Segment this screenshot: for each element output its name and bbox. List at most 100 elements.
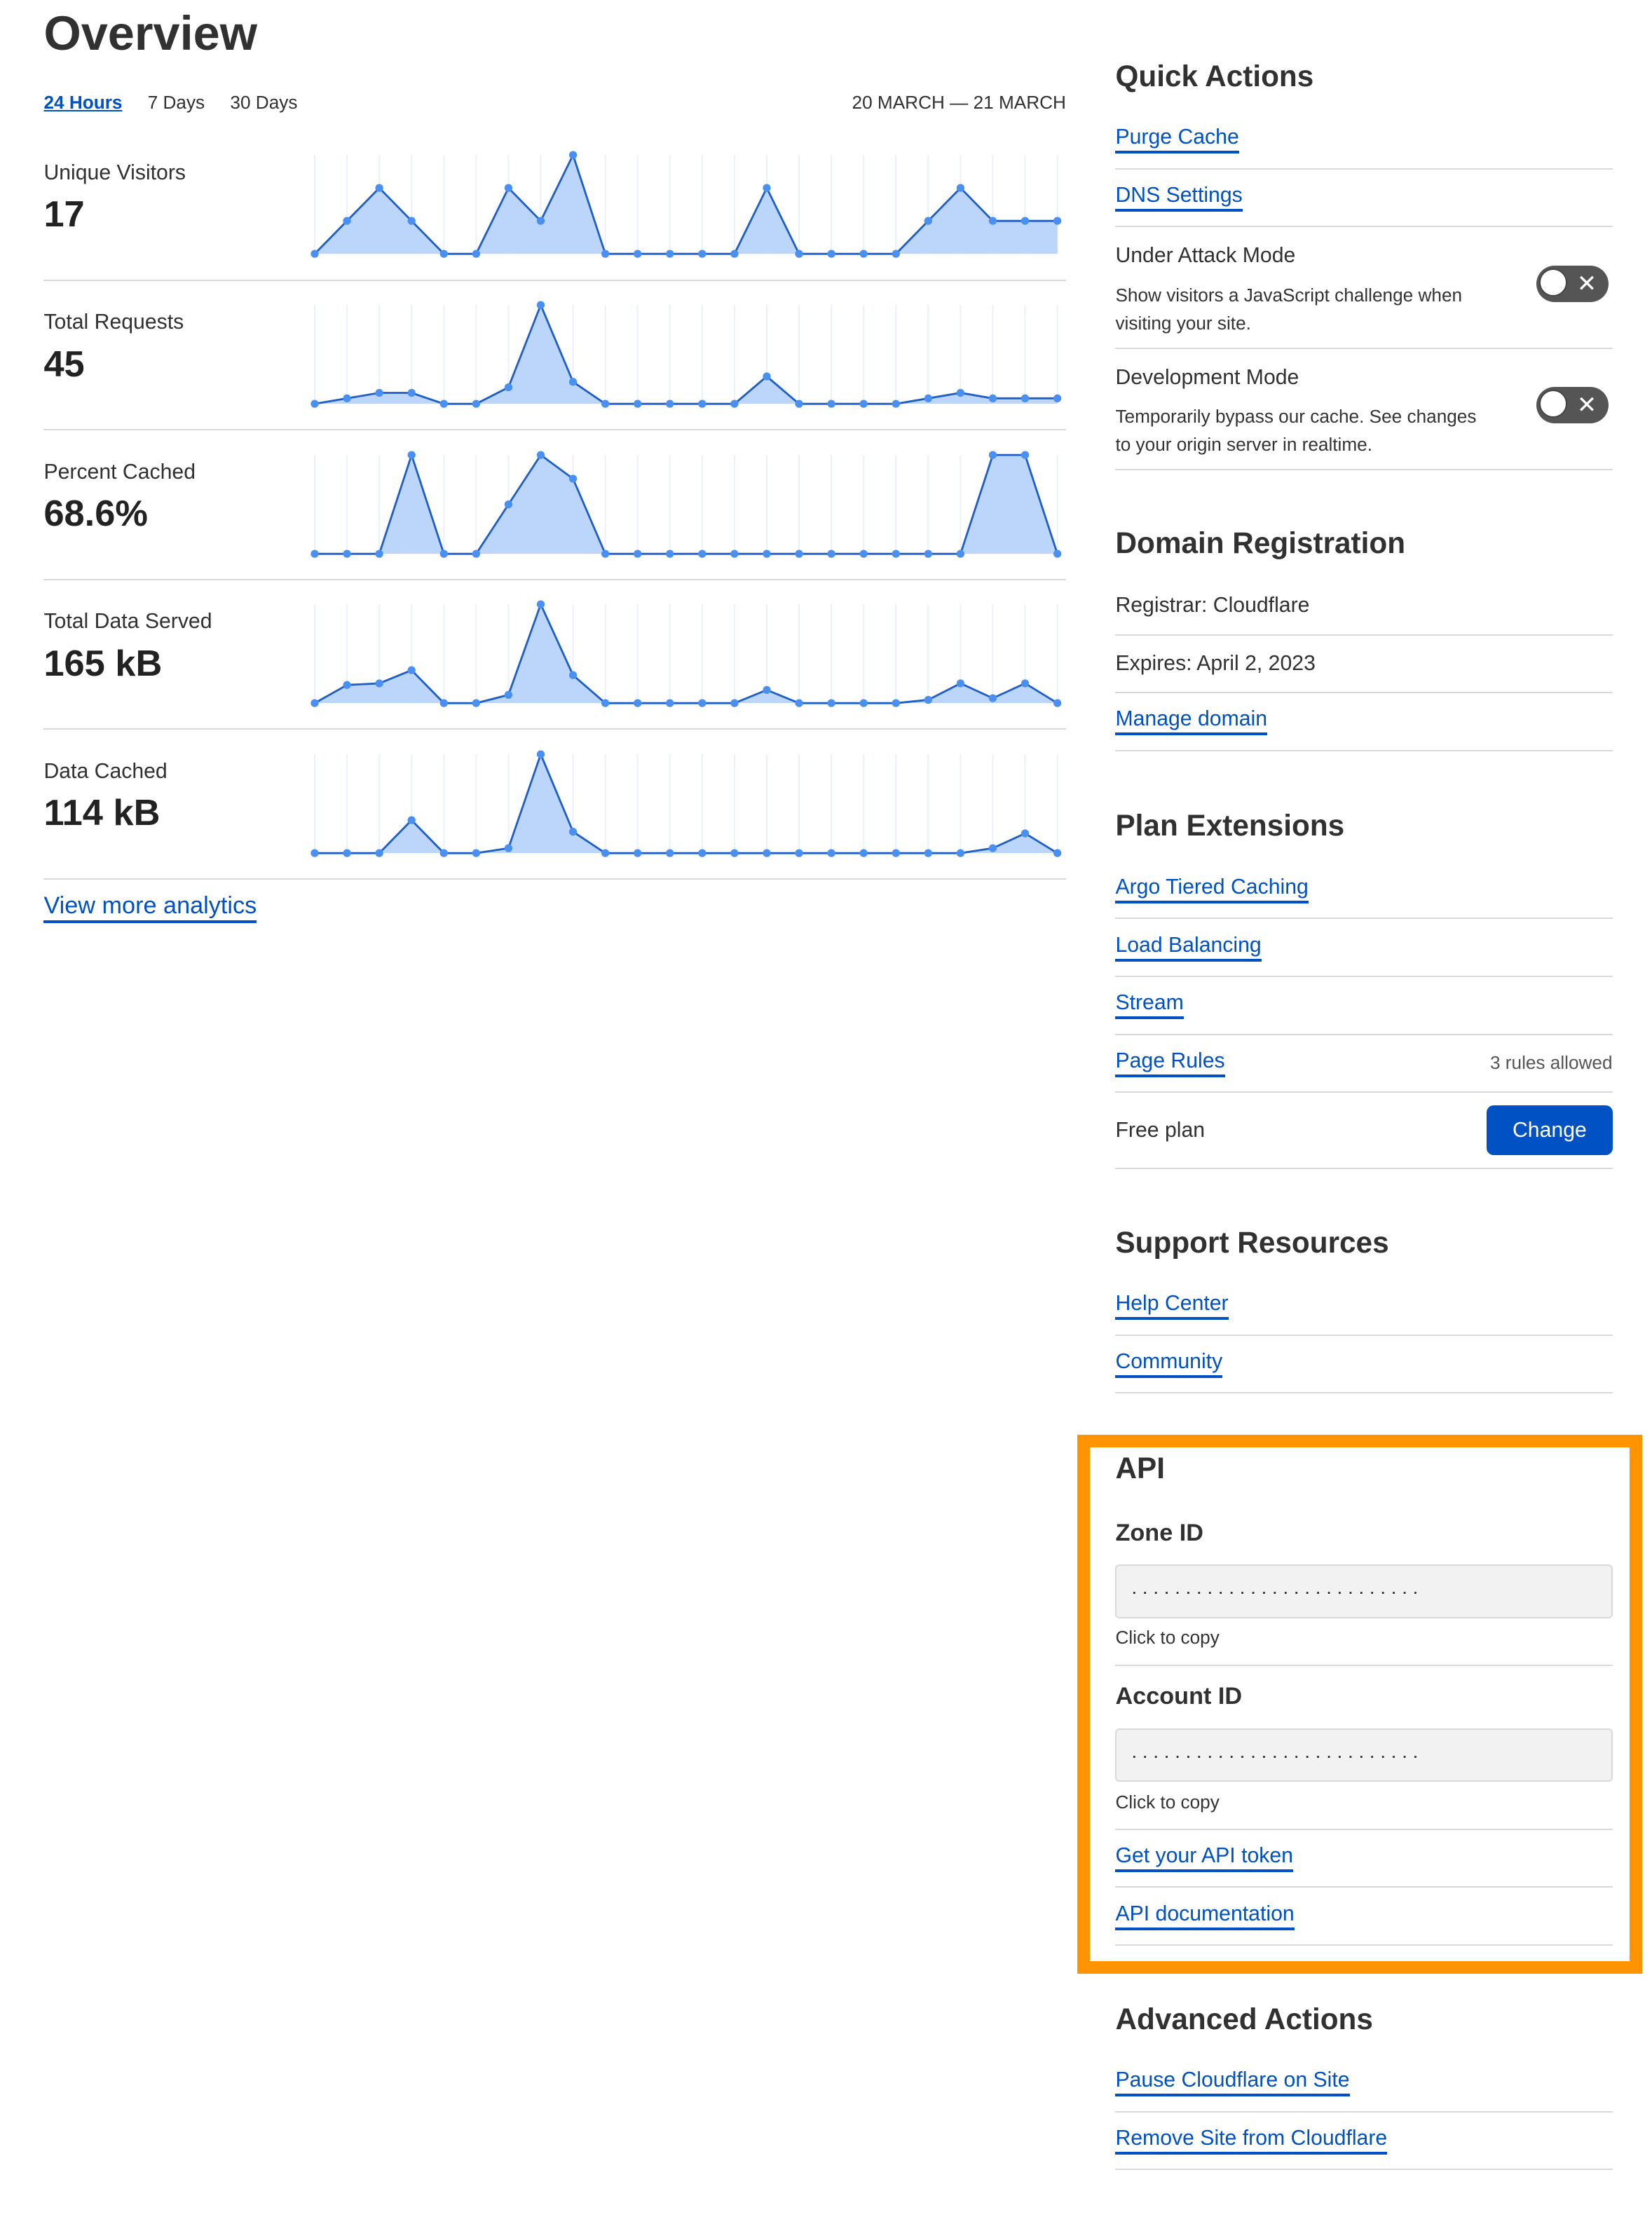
- data-point: [1021, 217, 1030, 226]
- data-point: [343, 849, 351, 857]
- series-line: [314, 152, 1058, 256]
- data-point: [343, 681, 351, 689]
- sparkline-chart: [310, 151, 1062, 259]
- data-point: [827, 699, 835, 707]
- data-point: [407, 451, 416, 459]
- data-point: [989, 451, 997, 459]
- data-point: [310, 250, 319, 259]
- account-id-field[interactable]: [1115, 1728, 1613, 1782]
- tab-24-hours[interactable]: 24 Hours: [43, 91, 123, 113]
- data-point: [310, 550, 319, 558]
- series-line: [314, 302, 1058, 405]
- under-attack-mode-row: Under Attack Mode Show visitors a JavaSc…: [1115, 227, 1613, 349]
- zone-id-label: Zone ID: [1115, 1519, 1203, 1546]
- view-more-analytics-link[interactable]: View more analytics: [43, 892, 257, 924]
- manage-domain-link[interactable]: Manage domain: [1115, 707, 1268, 736]
- data-point: [505, 383, 513, 392]
- data-point: [795, 550, 803, 558]
- advanced-actions-heading: Advanced Actions: [1115, 2002, 1373, 2035]
- under-attack-mode-toggle[interactable]: ✕: [1536, 265, 1609, 303]
- stream-link[interactable]: Stream: [1115, 991, 1184, 1020]
- data-point: [375, 849, 384, 857]
- api-heading: API: [1115, 1451, 1165, 1485]
- data-point: [343, 394, 351, 402]
- tab-7-days[interactable]: 7 Days: [147, 91, 205, 113]
- tab-30-days[interactable]: 30 Days: [230, 91, 298, 113]
- help-center-link[interactable]: Help Center: [1115, 1292, 1229, 1321]
- data-point: [407, 816, 416, 824]
- data-point: [343, 217, 351, 226]
- data-point: [989, 694, 997, 702]
- data-point: [634, 400, 642, 408]
- data-point: [1021, 394, 1030, 402]
- data-point: [730, 400, 739, 408]
- data-point: [1021, 828, 1030, 838]
- data-point: [569, 827, 578, 835]
- data-point: [827, 400, 835, 408]
- account-id-copy-hint[interactable]: Click to copy: [1115, 1792, 1220, 1813]
- data-point: [505, 500, 513, 508]
- metric-label: Unique Visitors: [43, 161, 186, 184]
- data-point: [956, 849, 965, 857]
- data-point: [439, 699, 449, 707]
- metric-label: Total Requests: [43, 311, 184, 334]
- data-point: [730, 250, 739, 259]
- metric-value: 45: [43, 343, 85, 385]
- data-point: [310, 699, 319, 707]
- support-resources-heading: Support Resources: [1115, 1225, 1389, 1259]
- api-links: Get your API token API documentation: [1115, 1830, 1613, 1946]
- data-point: [1053, 394, 1062, 402]
- purge-cache-link[interactable]: Purge Cache: [1115, 125, 1239, 154]
- argo-tiered-caching-link[interactable]: Argo Tiered Caching: [1115, 875, 1309, 904]
- series-line: [314, 601, 1058, 704]
- data-point: [956, 184, 965, 193]
- data-point: [601, 400, 610, 408]
- pause-cloudflare-link[interactable]: Pause Cloudflare on Site: [1115, 2068, 1350, 2097]
- api-documentation-link[interactable]: API documentation: [1115, 1902, 1295, 1930]
- data-point: [375, 679, 384, 688]
- sparkline-chart: [310, 301, 1062, 408]
- data-point: [956, 679, 965, 688]
- load-balancing-link[interactable]: Load Balancing: [1115, 934, 1262, 962]
- zone-id-field[interactable]: [1115, 1564, 1613, 1618]
- metric-label: Percent Cached: [43, 460, 196, 484]
- registrar-text: Registrar: Cloudflare: [1115, 594, 1310, 618]
- data-point: [859, 849, 868, 857]
- data-point: [569, 474, 578, 483]
- page-rules-link[interactable]: Page Rules: [1115, 1049, 1225, 1077]
- data-point: [1053, 550, 1062, 558]
- data-point: [569, 378, 578, 386]
- data-point: [634, 250, 642, 259]
- toggle-title: Development Mode: [1115, 365, 1299, 389]
- data-point: [989, 394, 997, 402]
- development-mode-toggle[interactable]: ✕: [1536, 386, 1609, 424]
- data-point: [505, 844, 513, 852]
- domain-registration-list: Registrar: Cloudflare Expires: April 2, …: [1115, 578, 1613, 751]
- data-point: [601, 550, 610, 558]
- data-point: [859, 699, 868, 707]
- get-api-token-link[interactable]: Get your API token: [1115, 1844, 1293, 1873]
- account-id-label: Account ID: [1115, 1683, 1243, 1710]
- data-point: [698, 849, 706, 857]
- data-point: [1053, 699, 1062, 707]
- change-plan-button[interactable]: Change: [1487, 1105, 1613, 1155]
- zone-id-copy-hint[interactable]: Click to copy: [1115, 1626, 1220, 1648]
- time-range-tabs: 24 Hours 7 Days 30 Days: [43, 92, 297, 114]
- data-point: [892, 550, 901, 558]
- data-point: [407, 388, 416, 397]
- remove-site-link[interactable]: Remove Site from Cloudflare: [1115, 2127, 1388, 2155]
- community-link[interactable]: Community: [1115, 1350, 1223, 1378]
- data-point: [439, 550, 449, 558]
- data-point: [1053, 217, 1062, 226]
- dns-settings-link[interactable]: DNS Settings: [1115, 184, 1243, 212]
- data-point: [827, 849, 835, 857]
- metric-value: 114 kB: [43, 793, 161, 834]
- data-point: [892, 400, 901, 408]
- data-point: [795, 250, 803, 259]
- data-point: [892, 250, 901, 259]
- data-point: [407, 217, 416, 226]
- quick-actions-heading: Quick Actions: [1115, 59, 1314, 93]
- data-point: [956, 550, 965, 558]
- toggle-description: Temporarily bypass our cache. See change…: [1115, 406, 1477, 456]
